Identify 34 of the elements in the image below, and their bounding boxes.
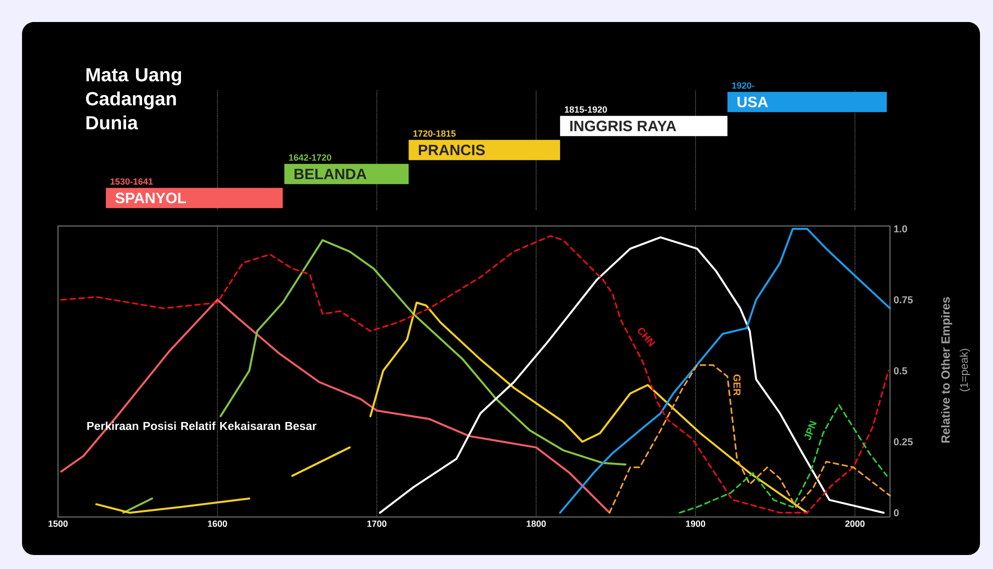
x-tick-label: 1500 (48, 520, 68, 527)
text: (1=peak) (960, 348, 970, 392)
x-tick-label: 1800 (526, 520, 546, 527)
annotation: 1815-1920 (564, 106, 607, 113)
y-tick-label: PRANCIS (418, 144, 485, 156)
y-tick-label: 0.25 (894, 438, 913, 446)
line-series (608, 364, 891, 514)
bar (727, 92, 887, 112)
line-series (559, 228, 892, 514)
y-tick-label: 0.5 (894, 367, 908, 374)
line-series (378, 236, 885, 514)
y-tick-label: 0 (894, 509, 899, 516)
y-tick-label: INGGRIS RAYA (570, 120, 676, 132)
annotation: 1530-1641 (110, 178, 153, 185)
y-tick-label: SPANYOL (115, 192, 186, 204)
annotation: 1920- (732, 82, 754, 89)
y-tick-label: BELANDA (294, 168, 366, 180)
line-series (60, 298, 610, 514)
chart-title: Mata Uang Cadangan Dunia (86, 68, 182, 130)
y-tick-label: USA (738, 96, 768, 108)
x-tick-label: 1700 (367, 520, 386, 527)
text: JPN (804, 420, 817, 440)
line-series (678, 404, 888, 514)
x-tick-label: 1600 (208, 520, 228, 527)
x-tick-label: 2000 (845, 520, 865, 527)
line-series (60, 235, 890, 514)
text: GER (733, 374, 741, 396)
annotation: 1642-1720 (289, 154, 332, 161)
x-tick-label: 1900 (686, 520, 706, 527)
y-axis-title: Relative to Other Empires (940, 297, 952, 443)
y-tick-label: 1.0 (894, 225, 908, 232)
y-tick-label: 0.75 (894, 296, 913, 304)
bar (106, 188, 283, 208)
annotation: 1720-1815 (413, 130, 456, 137)
